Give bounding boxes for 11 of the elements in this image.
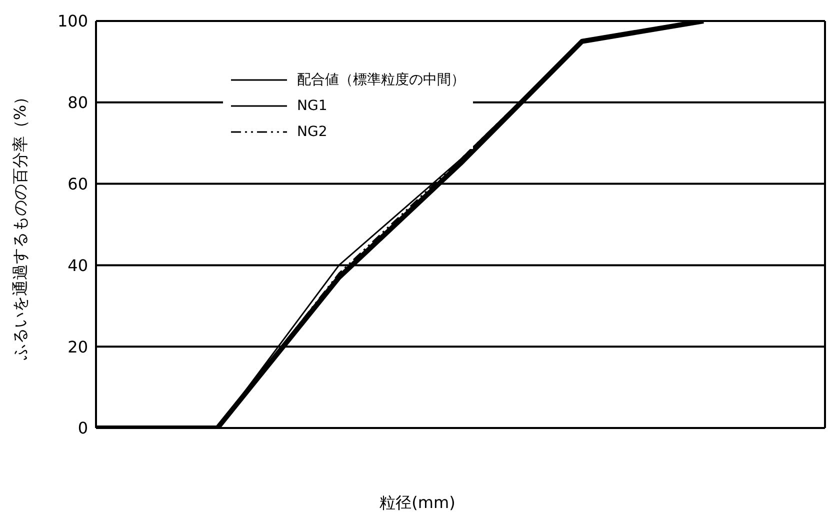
y-tick-label: 40 bbox=[68, 256, 88, 275]
y-tick-label: 60 bbox=[68, 174, 88, 194]
y-tick-label: 80 bbox=[68, 93, 88, 112]
y-axis-title: ふるいを通過するものの百分率（%） bbox=[10, 88, 30, 362]
y-tick-label: 100 bbox=[57, 12, 88, 31]
y-tick-label: 20 bbox=[68, 337, 88, 356]
y-tick-label: 0 bbox=[78, 418, 88, 438]
legend-label: NG2 bbox=[297, 124, 328, 140]
legend-label: NG1 bbox=[297, 98, 328, 114]
x-axis-title: 粒径(mm) bbox=[378, 493, 456, 514]
legend-label: 配合値（標準粒度の中間） bbox=[297, 71, 465, 89]
